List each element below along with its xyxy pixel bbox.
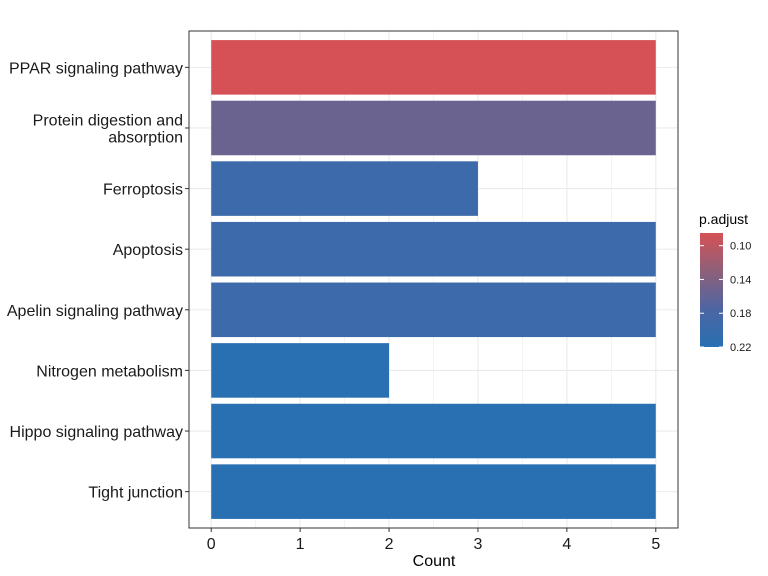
x-tick-label: 3	[474, 536, 483, 553]
x-tick-label: 4	[562, 536, 571, 553]
x-axis: 0 1 2 3 4 5	[207, 528, 660, 553]
bar-6	[211, 343, 390, 398]
y-tick-label: Apoptosis	[113, 242, 183, 259]
x-tick-label: 2	[385, 536, 394, 553]
bar-1	[211, 40, 656, 95]
bar-2	[211, 100, 656, 156]
x-tick-label: 0	[207, 536, 216, 553]
legend-title: p.adjust	[699, 211, 748, 227]
x-tick-label: 1	[296, 536, 305, 553]
color-legend: p.adjust 0.10 0.14 0.18 0.22	[699, 211, 751, 354]
y-tick-label: Nitrogen metabolism	[36, 363, 183, 380]
bar-3	[211, 161, 478, 216]
legend-tick-label: 0.18	[730, 308, 751, 320]
bar-5	[211, 282, 656, 338]
x-axis-title: Count	[413, 553, 456, 570]
legend-tick-label: 0.22	[730, 342, 751, 354]
y-tick-label: Ferroptosis	[103, 182, 183, 199]
bar-4	[211, 221, 656, 277]
y-axis: PPAR signaling pathway Protein digestion …	[7, 60, 189, 502]
legend-tick-label: 0.10	[730, 241, 751, 253]
x-tick-label: 5	[651, 536, 660, 553]
y-tick-label: Apelin signaling pathway	[7, 303, 183, 320]
bar-group	[211, 40, 656, 519]
legend-tick-label: 0.14	[730, 274, 751, 286]
bar-8	[211, 464, 656, 519]
y-tick-label: Hippo signaling pathway	[10, 424, 183, 441]
panel-border	[188, 30, 679, 529]
y-tick-label: Protein digestion and absorption	[33, 112, 183, 146]
bar-7	[211, 403, 656, 459]
legend-colorbar	[700, 233, 723, 347]
y-tick-label: Tight junction	[88, 485, 183, 502]
y-tick-label: PPAR signaling pathway	[9, 60, 183, 77]
